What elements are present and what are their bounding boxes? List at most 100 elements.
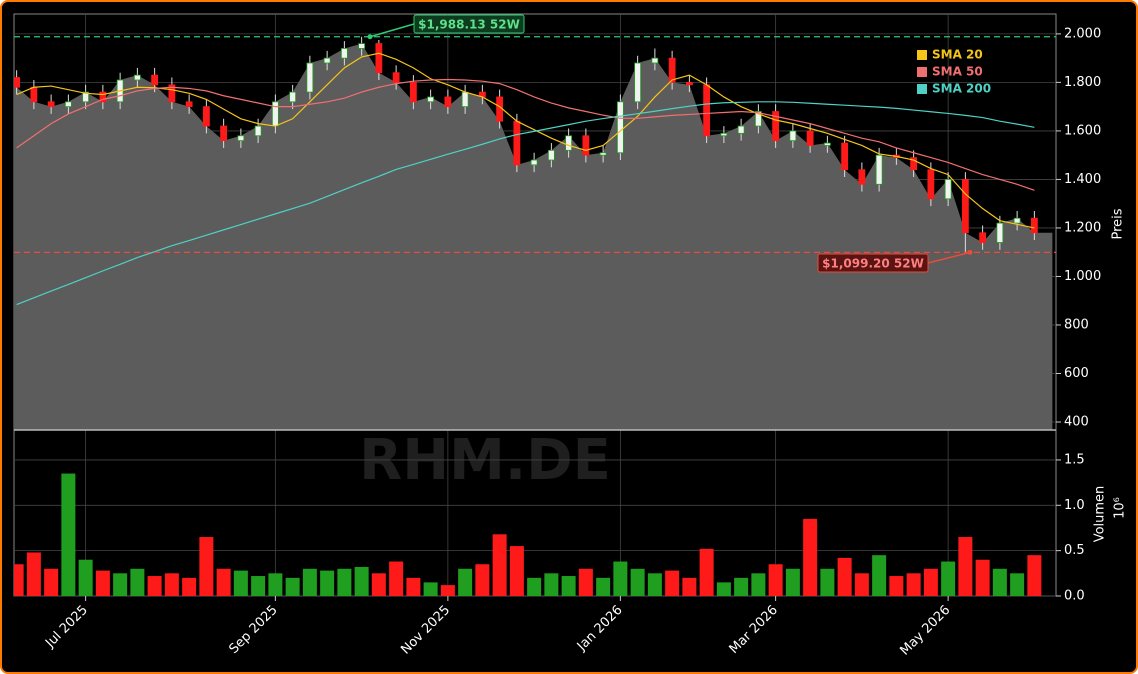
- legend-label: SMA 50: [932, 65, 983, 79]
- volume-bar: [647, 573, 662, 596]
- volume-bar: [406, 577, 421, 596]
- candle-body: [254, 125, 262, 137]
- annotation-label: $1,988.13 52W: [418, 18, 520, 32]
- candle-body: [30, 86, 38, 103]
- volume-bar: [509, 546, 524, 596]
- candle-body: [858, 169, 866, 185]
- candle-body: [375, 43, 383, 74]
- volume-bar: [423, 582, 438, 596]
- volume-bar: [440, 585, 455, 596]
- sma-line: [16, 78, 1035, 191]
- y-multiplier: 10⁶: [1113, 497, 1128, 519]
- candle-body: [444, 96, 452, 108]
- candle-body: [565, 135, 573, 151]
- volume-bar: [371, 573, 386, 596]
- volume-bar: [768, 564, 783, 596]
- candle-body: [634, 62, 642, 103]
- volume-bar: [716, 582, 731, 596]
- volume-bar: [596, 577, 611, 596]
- candle-body: [737, 125, 745, 134]
- volume-bar: [458, 568, 473, 596]
- candle-body: [151, 74, 159, 86]
- candle-body: [927, 169, 935, 200]
- volume-bar: [285, 577, 300, 596]
- volume-bar: [923, 568, 938, 596]
- volume-bar: [268, 573, 283, 596]
- candle-body: [168, 84, 176, 103]
- volume-bar: [941, 561, 956, 596]
- candle-body: [185, 101, 193, 108]
- candle-body: [616, 101, 624, 154]
- volume-bar: [147, 576, 162, 596]
- y-tick-label: 800: [1064, 317, 1089, 332]
- sma-line: [16, 101, 1035, 306]
- x-tick-label: Jan 2026: [574, 603, 626, 655]
- y-tick-label: 1.000: [1064, 269, 1101, 284]
- candle-body: [202, 106, 210, 127]
- candle-body: [910, 157, 918, 171]
- candle-body: [392, 72, 400, 83]
- candle-body: [14, 77, 21, 88]
- y-axis-label: Preis: [1111, 208, 1126, 239]
- volume-bar: [95, 570, 110, 596]
- candle-body: [1013, 217, 1021, 224]
- volume-bar: [630, 568, 645, 596]
- candle-body: [754, 111, 762, 127]
- candle-body: [668, 57, 676, 83]
- volume-bar: [475, 564, 490, 596]
- x-tick-label: Jul 2025: [42, 603, 91, 652]
- volume-bar: [199, 537, 214, 596]
- y-tick-label: 1.800: [1064, 75, 1101, 90]
- candle-body: [703, 84, 711, 137]
- volume-bar: [216, 568, 231, 596]
- volume-bar: [302, 568, 317, 596]
- y-tick-label: 0.5: [1064, 543, 1085, 558]
- volume-bar: [1010, 573, 1025, 596]
- volume-bar: [233, 570, 248, 596]
- volume-bar: [337, 568, 352, 596]
- volume-panel: [14, 473, 1042, 596]
- candle-body: [944, 179, 952, 200]
- y-tick-label: 400: [1064, 414, 1089, 429]
- volume-bar: [820, 568, 835, 596]
- y-tick-label: 1.0: [1064, 498, 1085, 513]
- y-tick-label: 0.0: [1064, 589, 1085, 604]
- candle-body: [1030, 217, 1038, 234]
- candle-body: [547, 149, 555, 161]
- volume-bar: [992, 568, 1007, 596]
- candle-body: [323, 57, 331, 64]
- sma-line: [16, 52, 1035, 229]
- y-tick-label: 1.200: [1064, 220, 1101, 235]
- volume-bar: [320, 570, 335, 596]
- volume-bar: [130, 568, 145, 596]
- volume-bar: [665, 570, 680, 596]
- candle-body: [806, 130, 814, 146]
- y-axis-label: Volumen: [1093, 486, 1108, 543]
- y-tick-label: 600: [1064, 366, 1089, 381]
- volume-bar: [906, 573, 921, 596]
- candle-body: [772, 111, 780, 142]
- volume-bar: [113, 573, 128, 596]
- volume-bar: [561, 576, 576, 596]
- candle-body: [340, 48, 348, 59]
- volume-bar: [803, 518, 818, 596]
- volume-bar: [78, 559, 93, 596]
- candle-body: [289, 91, 297, 103]
- candle-body: [237, 135, 245, 142]
- y-tick-label: 2.000: [1064, 26, 1101, 41]
- volume-bar: [251, 576, 266, 596]
- volume-bar: [699, 548, 714, 596]
- x-tick-label: Nov 2025: [398, 603, 453, 658]
- candle-body: [979, 232, 987, 243]
- volume-bar: [975, 559, 990, 596]
- volume-bar: [544, 573, 559, 596]
- y-tick-label: 1.400: [1064, 172, 1101, 187]
- annotation-arrowhead: [367, 34, 373, 40]
- price-panel: [14, 36, 1056, 430]
- volume-bar: [44, 568, 59, 596]
- volume-bar: [837, 557, 852, 596]
- volume-bar: [14, 564, 24, 596]
- x-tick-label: Mar 2026: [727, 603, 781, 657]
